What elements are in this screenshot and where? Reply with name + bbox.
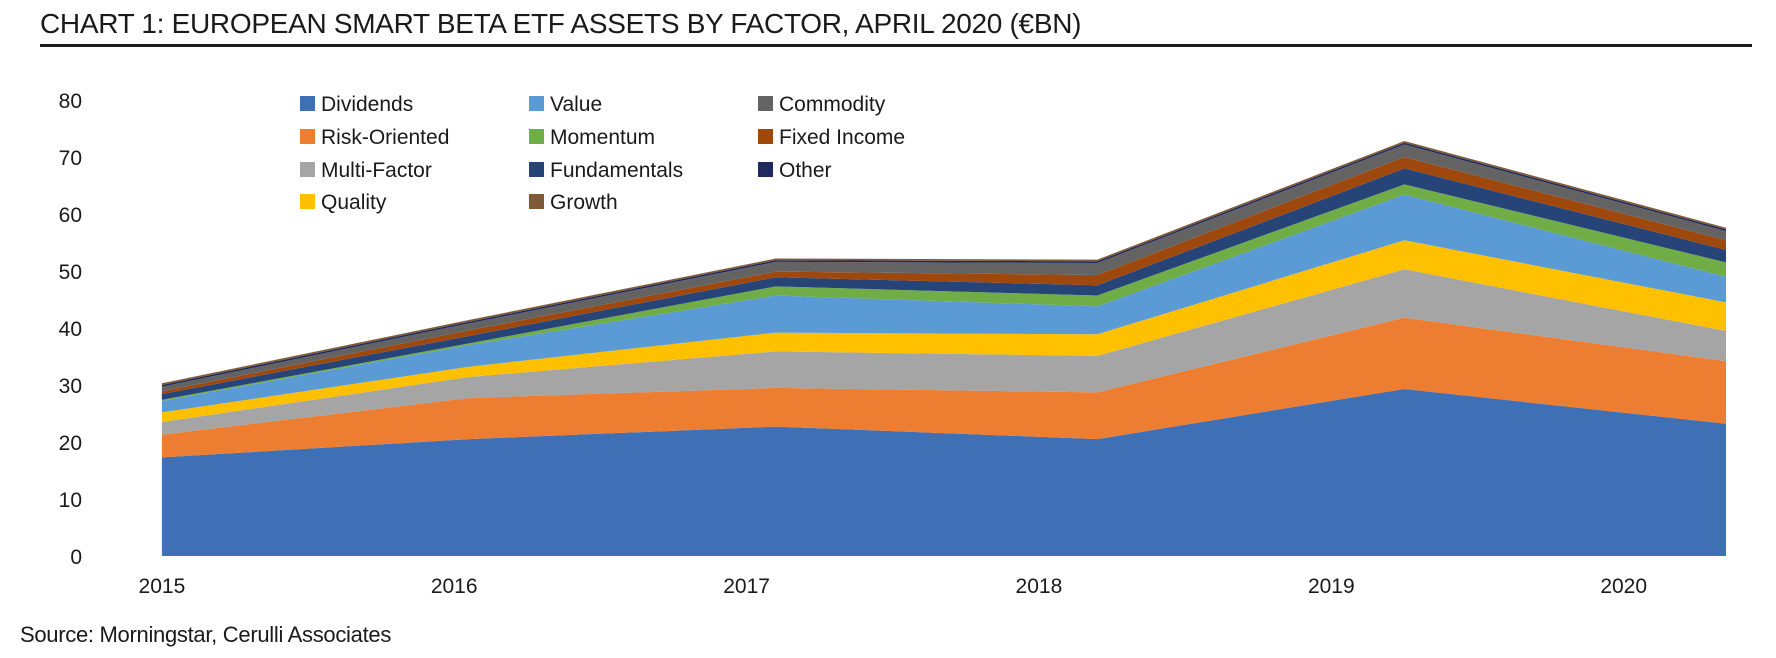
x-tick-label: 2020 — [1600, 575, 1647, 598]
legend-swatch — [758, 96, 773, 111]
y-tick-label: 60 — [59, 204, 82, 227]
y-tick-label: 0 — [70, 546, 82, 569]
chart-title: CHART 1: EUROPEAN SMART BETA ETF ASSETS … — [40, 8, 1082, 39]
legend-item-fixed-income: Fixed Income — [758, 126, 905, 149]
legend-item-other: Other — [758, 159, 832, 182]
legend-item-multi-factor: Multi-Factor — [300, 159, 432, 182]
legend-label: Fixed Income — [779, 126, 905, 149]
x-tick-label: 2015 — [139, 575, 186, 598]
legend-swatch — [529, 162, 544, 177]
legend-swatch — [758, 129, 773, 144]
legend-label: Dividends — [321, 93, 413, 116]
x-tick-label: 2017 — [723, 575, 770, 598]
legend-item-dividends: Dividends — [300, 93, 413, 116]
legend-item-commodity: Commodity — [758, 93, 886, 116]
legend-item-momentum: Momentum — [529, 126, 655, 149]
area-quality — [161, 240, 1726, 422]
area-commodity — [161, 144, 1726, 392]
legend-label: Other — [779, 159, 832, 182]
legend-label: Momentum — [550, 126, 655, 149]
legend-item-value: Value — [529, 93, 602, 116]
legend-label: Commodity — [779, 93, 886, 116]
y-tick-label: 30 — [59, 375, 82, 398]
y-tick-label: 10 — [59, 489, 82, 512]
y-tick-label: 40 — [59, 318, 82, 341]
legend-swatch — [300, 162, 315, 177]
title-rule — [40, 44, 1752, 47]
legend-label: Risk-Oriented — [321, 126, 449, 149]
area-dividends — [161, 389, 1726, 556]
x-tick-label: 2019 — [1308, 575, 1355, 598]
area-multi-factor — [161, 269, 1726, 435]
y-tick-label: 80 — [59, 90, 82, 113]
area-momentum — [161, 184, 1726, 401]
legend-swatch — [758, 162, 773, 177]
legend: Dividends Value Commodity Risk-Oriented Mome… — [300, 93, 905, 214]
y-tick-label: 20 — [59, 432, 82, 455]
x-tick-label: 2016 — [431, 575, 478, 598]
legend-label: Value — [550, 93, 602, 116]
y-tick-label: 70 — [59, 147, 82, 170]
legend-item-quality: Quality — [300, 191, 387, 214]
legend-swatch — [529, 129, 544, 144]
x-axis: 2015 2016 2017 2018 2019 2020 — [139, 575, 1648, 598]
x-tick-label: 2018 — [1016, 575, 1063, 598]
legend-label: Quality — [321, 191, 387, 214]
y-axis: 0 10 20 30 40 50 60 70 80 — [59, 90, 82, 569]
legend-swatch — [529, 96, 544, 111]
legend-label: Growth — [550, 191, 618, 214]
area-value — [161, 194, 1726, 413]
legend-swatch — [300, 129, 315, 144]
legend-item-growth: Growth — [529, 191, 618, 214]
area-fundamentals — [161, 168, 1726, 400]
legend-item-fundamentals: Fundamentals — [529, 159, 683, 182]
legend-item-risk-oriented: Risk-Oriented — [300, 126, 449, 149]
legend-label: Fundamentals — [550, 159, 683, 182]
area-series-layer — [161, 141, 1726, 556]
legend-label: Multi-Factor — [321, 159, 432, 182]
legend-swatch — [300, 96, 315, 111]
legend-swatch — [529, 194, 544, 209]
legend-swatch — [300, 194, 315, 209]
source-note: Source: Morningstar, Cerulli Associates — [20, 622, 392, 647]
y-tick-label: 50 — [59, 261, 82, 284]
area-fixed-income — [161, 157, 1726, 395]
area-risk-oriented — [161, 317, 1726, 458]
